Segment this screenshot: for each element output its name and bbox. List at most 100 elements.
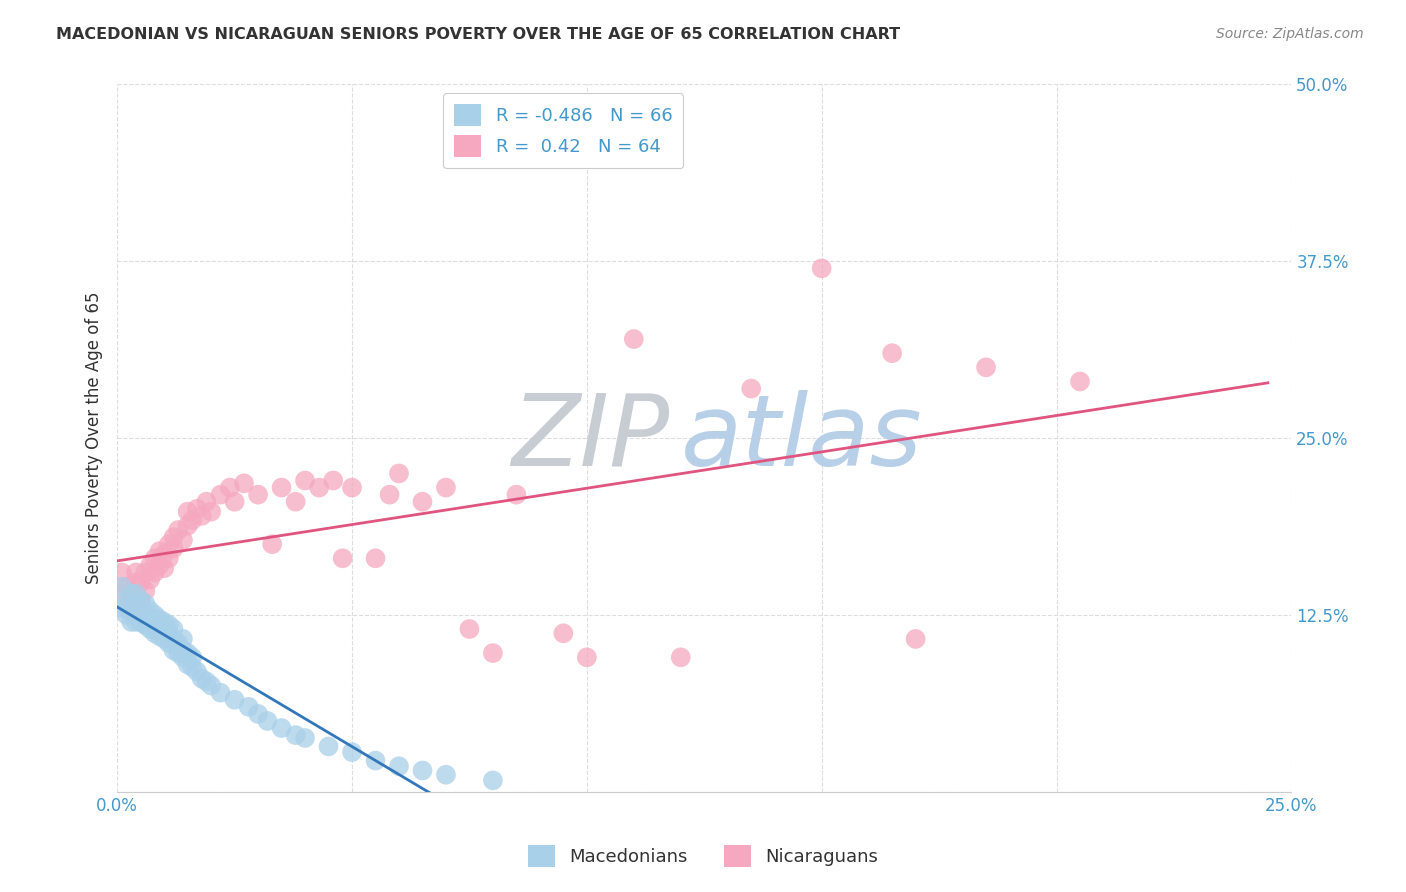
Point [129,593,152,607]
Point [153,632,176,646]
Point [153,622,176,636]
Point [186,501,208,516]
Point [139,558,162,573]
Point [148,629,170,643]
Point [181,660,204,674]
Point [157,636,180,650]
Point [308,481,330,495]
Point [111,600,134,615]
Point [125,575,148,590]
Point [284,494,307,508]
Point [195,674,218,689]
Point [153,561,176,575]
Point [148,612,170,626]
Point [411,494,433,508]
Point [134,597,156,611]
Point [115,600,138,615]
Point [162,643,184,657]
Point [120,587,142,601]
Point [364,754,387,768]
Point [125,615,148,629]
Legend: R = -0.486   N = 66, R =  0.42   N = 64: R = -0.486 N = 66, R = 0.42 N = 64 [443,94,683,169]
Point [115,593,138,607]
Point [172,533,194,547]
Point [139,573,162,587]
Point [378,488,401,502]
Point [143,626,166,640]
Point [115,580,138,594]
Point [162,632,184,646]
Point [176,657,198,672]
Point [134,566,156,580]
Point [904,632,927,646]
Point [134,583,156,598]
Point [148,617,170,632]
Point [233,476,256,491]
Text: MACEDONIAN VS NICARAGUAN SENIORS POVERTY OVER THE AGE OF 65 CORRELATION CHART: MACEDONIAN VS NICARAGUAN SENIORS POVERTY… [56,27,900,42]
Point [120,587,142,601]
Point [247,488,270,502]
Point [129,593,152,607]
Point [115,607,138,622]
Point [143,607,166,622]
Point [882,346,904,360]
Point [505,488,527,502]
Point [148,544,170,558]
Point [181,650,204,665]
Point [125,566,148,580]
Point [195,494,218,508]
Point [157,551,180,566]
Point [186,665,208,679]
Point [294,474,316,488]
Point [139,604,162,618]
Point [125,587,148,601]
Legend: Macedonians, Nicaraguans: Macedonians, Nicaraguans [520,838,886,874]
Point [153,615,176,629]
Point [209,488,232,502]
Point [167,646,190,660]
Point [262,537,284,551]
Point [120,604,142,618]
Point [810,261,832,276]
Point [181,513,204,527]
Point [143,551,166,566]
Point [176,505,198,519]
Point [129,604,152,618]
Point [139,612,162,626]
Point [482,646,505,660]
Point [157,626,180,640]
Point [190,508,212,523]
Point [318,739,340,754]
Point [111,580,134,594]
Point [129,615,152,629]
Point [247,706,270,721]
Point [270,721,292,735]
Point [134,617,156,632]
Point [238,699,260,714]
Text: ZIP: ZIP [510,390,669,486]
Point [434,481,457,495]
Text: atlas: atlas [681,390,922,486]
Point [143,615,166,629]
Point [332,551,354,566]
Point [224,494,246,508]
Point [172,643,194,657]
Point [200,679,222,693]
Point [340,481,363,495]
Point [669,650,692,665]
Point [388,467,411,481]
Point [364,551,387,566]
Text: Source: ZipAtlas.com: Source: ZipAtlas.com [1216,27,1364,41]
Point [740,382,762,396]
Point [162,622,184,636]
Point [162,541,184,556]
Point [575,650,598,665]
Point [434,768,457,782]
Point [284,728,307,742]
Point [176,518,198,533]
Point [172,632,194,646]
Point [125,598,148,612]
Point [270,481,292,495]
Point [162,530,184,544]
Point [482,773,505,788]
